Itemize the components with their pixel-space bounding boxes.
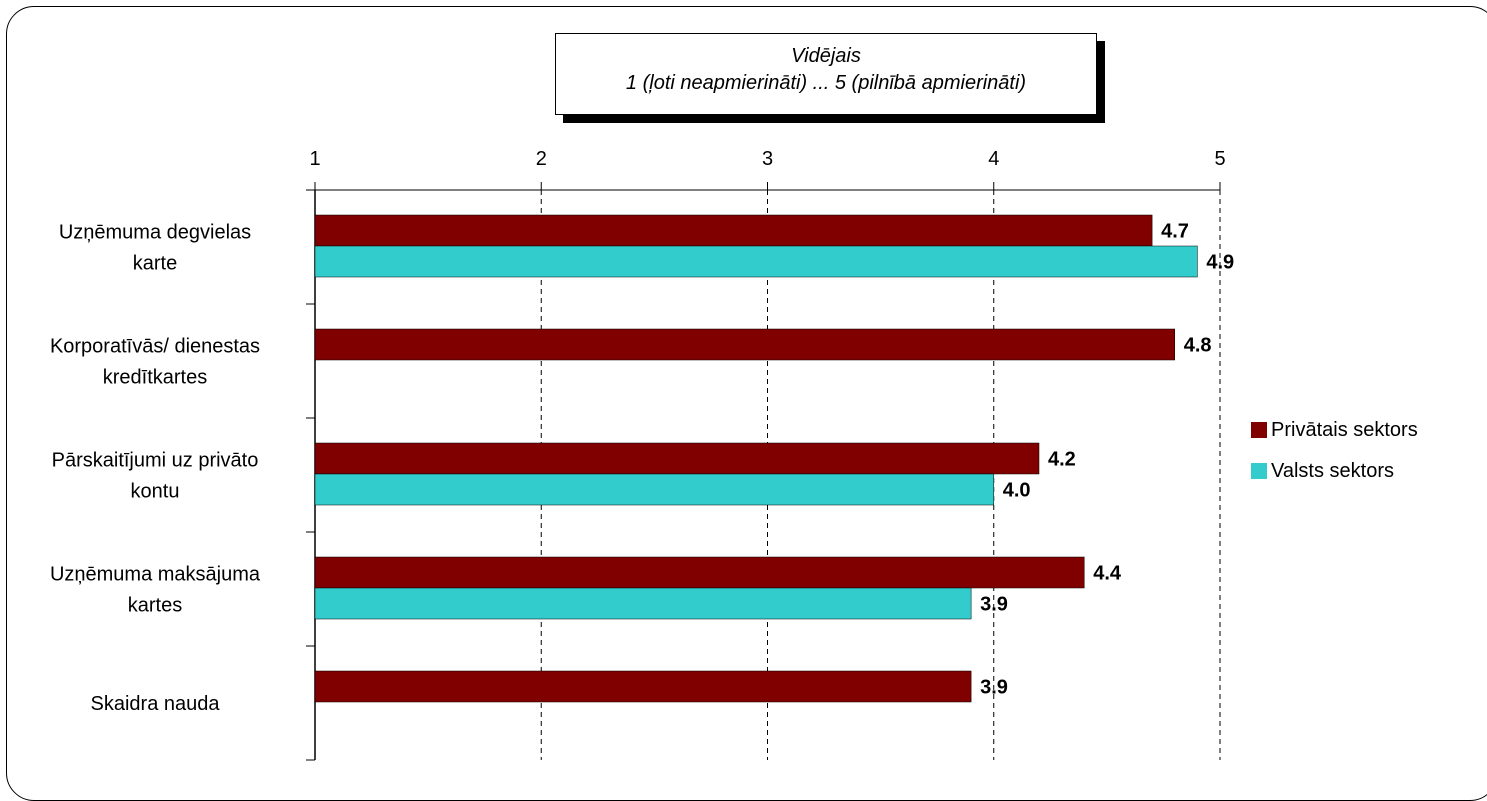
value-label-series0-cat1: 4.8 [1184,335,1212,357]
bar-series0-cat1 [314,328,1175,361]
legend-swatch-private [1251,422,1267,438]
bar-series0-cat4 [314,670,972,703]
value-label-series1-cat3: 3.9 [980,594,1008,616]
category-label-0-line-0: Uzņēmuma degvielas [59,222,251,244]
legend-label-private: Privātais sektors [1271,418,1418,441]
tick-label-x-3: 3 [762,148,773,170]
chart-title: Vidējais 1 (ļoti neapmierināti) ... 5 (p… [555,33,1097,115]
legend-swatch-state [1251,463,1267,479]
value-label-series1-cat0: 4.9 [1206,252,1234,274]
value-label-series0-cat4: 3.9 [980,677,1008,699]
legend-item-state: Valsts sektors [1251,457,1418,485]
legend: Privātais sektors Valsts sektors [1251,416,1418,498]
chart-title-line-2: 1 (ļoti neapmierināti) ... 5 (pilnībā ap… [625,72,1027,94]
legend-item-private: Privātais sektors [1251,416,1418,444]
tick-label-x-2: 2 [536,148,547,170]
bar-series0-cat0 [314,214,1153,247]
category-label-3-line-1: kartes [128,595,182,617]
tick-label-x-4: 4 [988,148,999,170]
category-label-0-line-1: karte [133,253,177,275]
category-label-1-line-1: kredītkartes [103,367,207,389]
value-label-series1-cat2: 4.0 [1003,480,1031,502]
category-label-2-line-0: Pārskaitījumi uz privāto [52,450,259,472]
legend-label-state: Valsts sektors [1271,459,1394,482]
bar-series0-cat3 [314,556,1085,589]
category-label-4-line-0: Skaidra nauda [91,693,221,715]
value-label-series0-cat2: 4.2 [1048,449,1076,471]
bar-chart: 1 2 3 4 5 Uzņēmuma degvielas karte Korporatīvās… [50,148,1234,761]
bar-series1-cat3 [314,587,972,620]
bar-series0-cat2 [314,442,1040,475]
category-label-1-line-0: Korporatīvās/ dienestas [50,336,260,358]
value-label-series0-cat3: 4.4 [1093,563,1122,585]
bar-series1-cat2 [314,473,994,506]
category-label-3-line-0: Uzņēmuma maksājuma [50,564,261,586]
chart-title-line-1: Vidējais [791,45,861,67]
value-label-series0-cat0: 4.7 [1161,221,1189,243]
category-label-2-line-1: kontu [131,481,180,503]
tick-label-x-1: 1 [309,148,320,170]
tick-label-x-5: 5 [1214,148,1225,170]
bar-series1-cat0 [314,245,1198,278]
